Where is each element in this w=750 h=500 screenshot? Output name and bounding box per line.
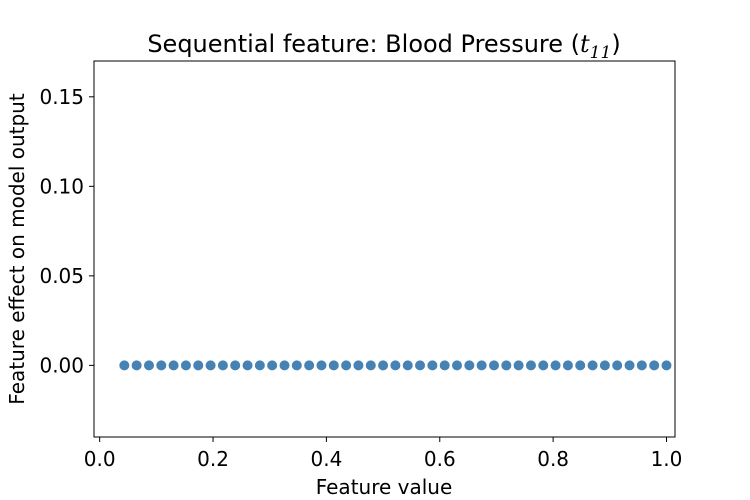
scatter-point <box>242 360 253 371</box>
y-tick-label: 0.05 <box>39 264 84 288</box>
x-tick-label: 0.8 <box>537 447 569 471</box>
scatter-point <box>131 360 142 371</box>
chart-title: Sequential feature: Blood Pressure (t11) <box>147 30 620 63</box>
scatter-point <box>205 360 216 371</box>
scatter-point <box>353 360 364 371</box>
scatter-point <box>402 360 413 371</box>
scatter-point <box>661 360 672 371</box>
scatter-point <box>168 360 179 371</box>
y-tick-label: 0.10 <box>39 174 84 198</box>
scatter-point <box>513 360 524 371</box>
scatter-point <box>341 360 352 371</box>
scatter-point <box>575 360 586 371</box>
scatter-point <box>599 360 610 371</box>
scatter-point <box>180 360 191 371</box>
y-axis-label: Feature effect on model output <box>5 93 29 405</box>
scatter-point <box>217 360 228 371</box>
y-axis-ticks: 0.00 0.05 0.10 0.15 <box>39 85 94 377</box>
x-tick-label: 0.0 <box>84 447 116 471</box>
scatter-point <box>636 360 647 371</box>
scatter-point <box>291 360 302 371</box>
scatter-point <box>415 360 426 371</box>
scatter-point <box>267 360 278 371</box>
scatter-point <box>439 360 450 371</box>
scatter-point <box>451 360 462 371</box>
scatter-point <box>538 360 549 371</box>
scatter-point <box>304 360 315 371</box>
x-tick-label: 0.2 <box>197 447 229 471</box>
scatter-point <box>562 360 573 371</box>
scatter-point <box>489 360 500 371</box>
plot-area <box>93 60 676 438</box>
scatter-point <box>476 360 487 371</box>
scatter-point <box>193 360 204 371</box>
scatter-point <box>587 360 598 371</box>
scatter-point <box>390 360 401 371</box>
scatter-point <box>649 360 660 371</box>
scatter-point <box>378 360 389 371</box>
x-tick-label: 0.6 <box>424 447 456 471</box>
x-axis-ticks: 0.0 0.2 0.4 0.6 0.8 1.0 <box>84 437 683 471</box>
scatter-point <box>365 360 376 371</box>
scatter-point <box>279 360 290 371</box>
x-tick-label: 1.0 <box>651 447 683 471</box>
scatter-point <box>550 360 561 371</box>
scatter-point <box>156 360 167 371</box>
scatter-point <box>230 360 241 371</box>
scatter-point <box>525 360 536 371</box>
y-tick-label: 0.00 <box>39 353 84 377</box>
scatter-points <box>119 360 672 371</box>
scatter-point <box>464 360 475 371</box>
scatter-point <box>427 360 438 371</box>
x-axis-label: Feature value <box>316 475 453 499</box>
scatter-point <box>316 360 327 371</box>
scatter-point <box>501 360 512 371</box>
scatter-point <box>328 360 339 371</box>
scatter-point <box>119 360 130 371</box>
scatter-point <box>612 360 623 371</box>
y-tick-label: 0.15 <box>39 85 84 109</box>
scatter-point <box>254 360 265 371</box>
x-tick-label: 0.4 <box>310 447 342 471</box>
scatter-point <box>624 360 635 371</box>
scatter-point <box>143 360 154 371</box>
